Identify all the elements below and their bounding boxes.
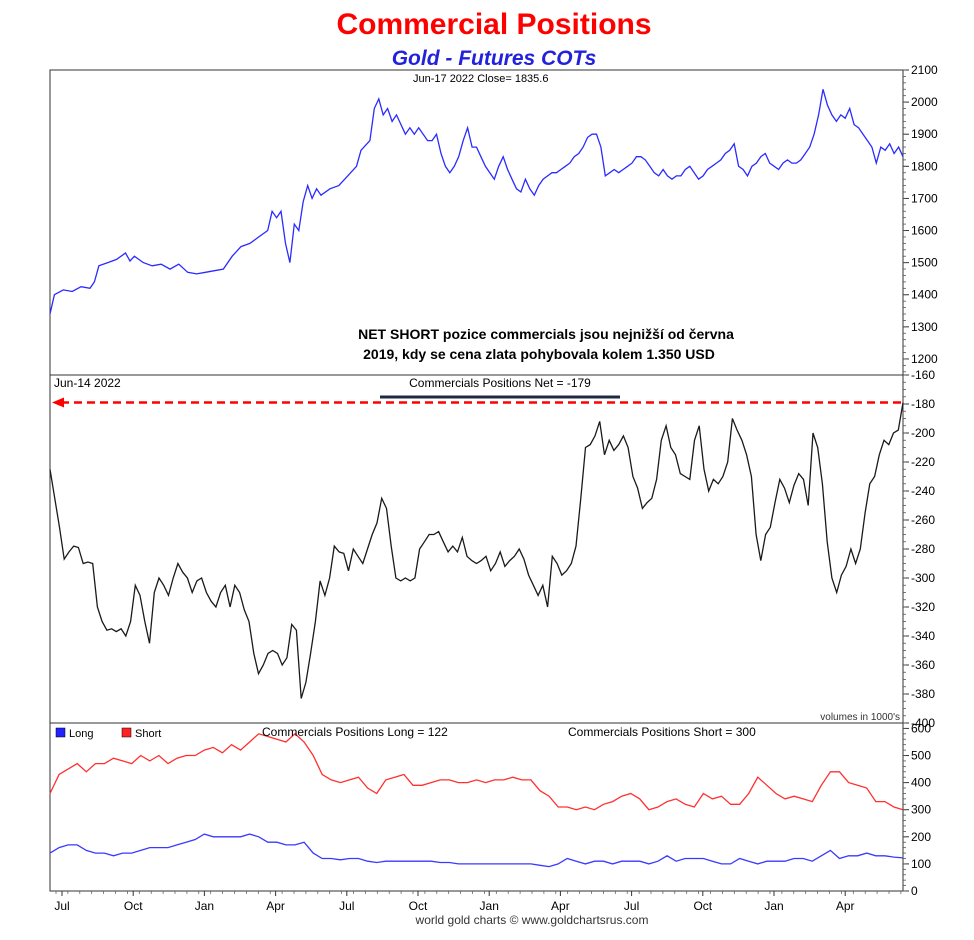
price-y-tick-label: 1300	[911, 320, 938, 334]
net-y-tick-label: -300	[911, 571, 935, 585]
net-panel-header: Commercials Positions Net = -179	[409, 376, 591, 390]
x-tick-label: Oct	[124, 899, 143, 913]
x-axis: Jul Oct Jan Apr Jul Oct Jan Apr Jul Oct Jan Apr	[54, 891, 902, 913]
x-tick-label: Jul	[54, 899, 69, 913]
net-y-tick-label: -400	[911, 716, 935, 730]
x-tick-label: Jul	[339, 899, 354, 913]
price-panel-frame	[49, 69, 904, 376]
price-y-tick-label: 2100	[911, 63, 938, 77]
legend-short-label: Short	[135, 728, 161, 740]
price-y-tick-label: 1500	[911, 256, 938, 270]
annotation-line-2: 2019, kdy se cena zlata pohybovala kolem…	[363, 346, 715, 362]
price-y-axis: 1200 1300 1400 1500 1600 1700 1800 1900 2000 2100	[903, 63, 938, 373]
gold-price-line	[49, 89, 904, 315]
price-y-tick-label: 1600	[911, 224, 938, 238]
ls-y-tick-label: 200	[911, 830, 931, 844]
x-tick-label: Apr	[266, 899, 285, 913]
net-y-tick-label: -280	[911, 542, 935, 556]
ls-y-tick-label: 0	[911, 884, 918, 898]
ls-y-tick-label: 100	[911, 857, 931, 871]
price-panel-header: Jun-17 2022 Close= 1835.6	[413, 73, 548, 85]
x-tick-label: Jul	[624, 899, 639, 913]
long-short-y-axis: 0 100 200 300 400 500 600	[903, 721, 931, 898]
x-tick-label: Apr	[551, 899, 570, 913]
short-header: Commercials Positions Short = 300	[568, 725, 756, 739]
chart-subtitle: Gold - Futures COTs	[391, 47, 597, 70]
legend-long-swatch	[55, 727, 66, 738]
legend-short-swatch	[121, 727, 132, 738]
net-y-tick-label: -220	[911, 455, 935, 469]
net-reference-arrowhead	[52, 397, 64, 408]
net-panel-date: Jun-14 2022	[54, 376, 121, 390]
ls-y-tick-label: 400	[911, 776, 931, 790]
net-y-axis: -160 -180 -200 -220 -240 -260 -280 -300 -320 -340…	[903, 368, 935, 730]
net-y-tick-label: -260	[911, 513, 935, 527]
footer-credit: world gold charts © www.goldchartsrus.co…	[415, 913, 649, 927]
net-y-tick-label: -180	[911, 397, 935, 411]
volumes-footnote: volumes in 1000's	[820, 712, 900, 723]
x-tick-label: Jan	[480, 899, 499, 913]
annotation-line-1: NET SHORT pozice commercials jsou nejniž…	[358, 326, 734, 342]
commercials-short-line	[49, 732, 904, 811]
ls-y-tick-label: 300	[911, 803, 931, 817]
long-short-panel-frame	[49, 722, 904, 892]
commercials-long-line	[49, 833, 904, 868]
legend-long-label: Long	[69, 728, 93, 740]
commercials-net-line	[49, 402, 904, 699]
net-y-tick-label: -240	[911, 484, 935, 498]
x-tick-label: Jan	[764, 899, 783, 913]
price-y-tick-label: 2000	[911, 95, 938, 109]
price-y-tick-label: 1400	[911, 288, 938, 302]
net-panel-frame	[49, 374, 904, 724]
net-y-tick-label: -380	[911, 687, 935, 701]
net-y-tick-label: -340	[911, 629, 935, 643]
ls-y-tick-label: 600	[911, 721, 931, 735]
price-y-tick-label: 1900	[911, 127, 938, 141]
x-tick-label: Jan	[195, 899, 214, 913]
long-header: Commercials Positions Long = 122	[262, 725, 448, 739]
chart-title: Commercial Positions	[336, 8, 652, 41]
price-y-tick-label: 1700	[911, 191, 938, 205]
x-tick-label: Oct	[693, 899, 712, 913]
net-y-tick-label: -200	[911, 426, 935, 440]
net-y-tick-label: -360	[911, 658, 935, 672]
x-tick-label: Oct	[409, 899, 428, 913]
net-y-tick-label: -160	[911, 368, 935, 382]
ls-y-tick-label: 500	[911, 749, 931, 763]
price-y-tick-label: 1200	[911, 352, 938, 366]
x-tick-label: Apr	[836, 899, 855, 913]
price-y-tick-label: 1800	[911, 159, 938, 173]
net-y-tick-label: -320	[911, 600, 935, 614]
